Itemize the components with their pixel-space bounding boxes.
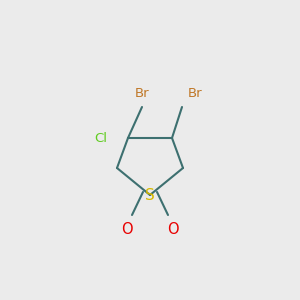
Text: O: O <box>167 222 179 237</box>
Text: Br: Br <box>135 87 149 100</box>
Text: Br: Br <box>188 87 202 100</box>
Text: S: S <box>145 188 155 203</box>
Text: O: O <box>121 222 133 237</box>
Text: Cl: Cl <box>94 131 107 145</box>
